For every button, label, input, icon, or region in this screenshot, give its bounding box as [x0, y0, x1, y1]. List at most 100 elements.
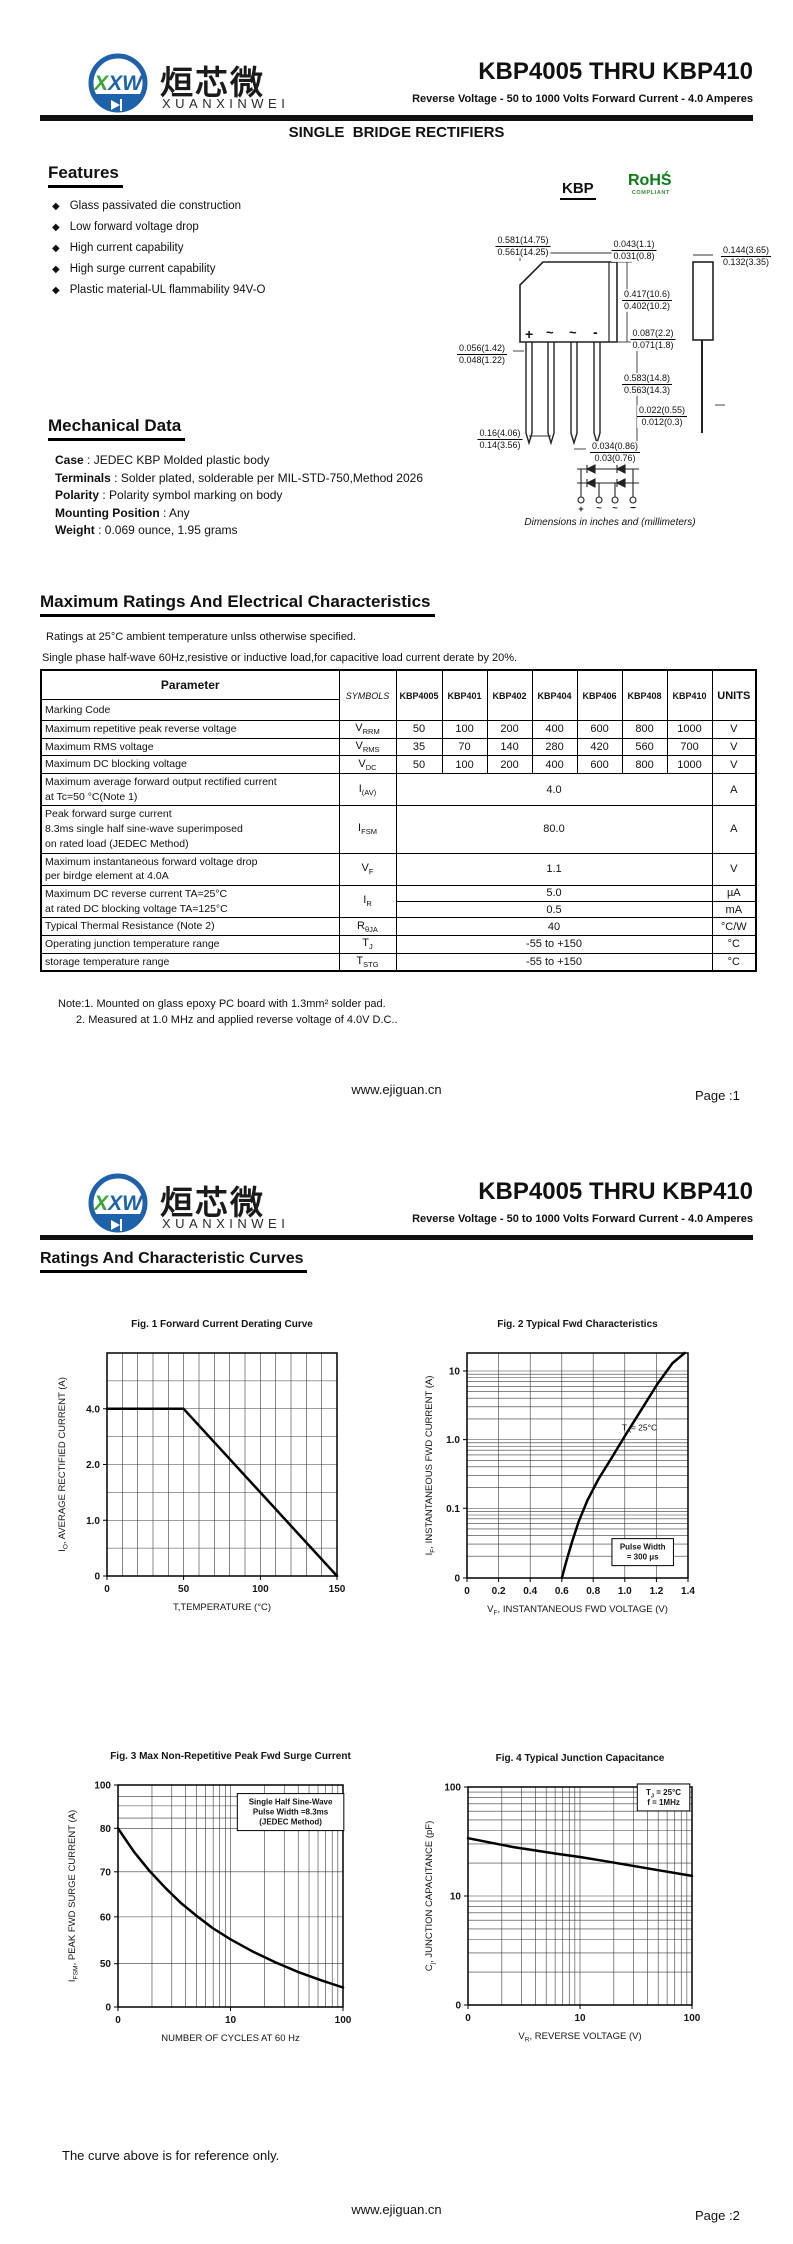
annotation-line: TA= 25°C [622, 1423, 658, 1436]
fig2-svg: Fig. 2 Typical Fwd Characteristics 0 0.2 0.… [424, 1319, 695, 1617]
y-tick-label: 10 [450, 1892, 462, 1903]
symbol-subscript: RRM [362, 727, 380, 737]
symbol-subscript: R [366, 899, 372, 909]
x-tick-label: 0 [115, 2015, 121, 2026]
svg-text:−: − [630, 503, 636, 514]
y-tick-label: 1.0 [446, 1435, 460, 1446]
param-label-line: at Tc=50 °C(Note 1) [45, 790, 138, 803]
symbol-subscript: (AV) [361, 787, 377, 797]
dimension-labels: 0.581(14.75) 0.561(14.25) 0.043(1.1) 0.031(… [425, 165, 791, 580]
dimension-mm: 0.561(14.25) [497, 247, 549, 257]
param-label-cell: Typical Thermal Resistance (Note 2) [40, 917, 340, 936]
company-logo-2: XXW [85, 1172, 155, 1243]
y-tick-label: 4.0 [86, 1404, 100, 1415]
mech-value: : 0.069 ounce, 1.95 grams [94, 523, 238, 537]
value-cell: 400 [531, 720, 578, 739]
param-label-line: Maximum repetitive peak reverse voltage [45, 723, 237, 735]
symbol-cell: RθJA [338, 917, 397, 936]
fig3-title: Fig. 3 Max Non-Repetitive Peak Fwd Surge… [110, 1751, 351, 1762]
value-cell: 50 [395, 720, 443, 739]
value-cell: 70 [441, 737, 488, 757]
col-header-parameter: Parameter [40, 669, 340, 700]
value-cell: 600 [576, 755, 623, 775]
value-cell: 40 [395, 917, 713, 936]
col-header-units: UNITS [711, 669, 757, 721]
dimension-mm: 0.031(0.8) [613, 251, 655, 261]
diamond-bullet-icon: ◆ [52, 222, 60, 233]
unit-cell: µA [711, 884, 757, 903]
param-label-cell: Maximum DC blocking voltage [40, 755, 340, 775]
ratings-table: Parameter SYMBOLS KBP4005 KBP401 KBP402 KBP40… [40, 669, 758, 973]
fig4-ylabel: Cj, JUNCTION CAPACITANCE (pF) [424, 1821, 437, 1972]
fig2-curve [560, 1351, 686, 1580]
x-tick-label: 1.4 [681, 1586, 695, 1597]
param-label-cell: Maximum RMS voltage [40, 737, 340, 757]
symbol-main: V [358, 757, 366, 770]
mech-row: Weight : 0.069 ounce, 1.95 grams [55, 522, 455, 540]
y-tick-label: 100 [444, 1783, 461, 1794]
symbol-subscript: STG [363, 960, 379, 970]
param-label-line: Maximum RMS voltage [45, 740, 154, 753]
symbol-cell: VRMS [338, 737, 397, 757]
logo-mark-icon: XXW [88, 1173, 148, 1233]
fig3-ylabel: IFSM, PEAK FWD SURGE CURRENT (A) [67, 1810, 80, 1982]
dimension-inches: 0.417(10.6) [621, 289, 673, 301]
unit-cell: V [711, 737, 757, 757]
table-row: Maximum RMS voltage VRMS 35 70 140 280 420 560 7… [40, 737, 757, 757]
x-tick-label: 0 [465, 2013, 471, 2024]
feature-item: ◆ Low forward voltage drop [52, 221, 392, 233]
footer-site-1: www.ejiguan.cn [351, 1082, 442, 1097]
y-tick-label: 50 [100, 1959, 112, 1970]
svg-text:+: + [525, 326, 533, 342]
symbol-cell: VRRM [338, 720, 397, 739]
fig2-title: Fig. 2 Typical Fwd Characteristics [497, 1319, 658, 1330]
dimension-label: 0.144(3.65) 0.132(3.35) [720, 245, 772, 268]
feature-text: Low forward voltage drop [69, 221, 199, 233]
value-cell: 0.5 [395, 901, 713, 919]
value-cell: 50 [395, 755, 443, 775]
reference-note: The curve above is for reference only. [62, 2148, 280, 2163]
param-label-line: Typical Thermal Resistance (Note 2) [45, 920, 215, 933]
param-label-cell: Maximum instantaneous forward voltage dr… [40, 852, 340, 886]
symbol-subscript: FSM [361, 827, 377, 837]
annotation-line: (JEDEC Method) [259, 1818, 322, 1827]
dimension-label: 0.581(14.75) 0.561(14.25) [495, 235, 551, 258]
param-label-line: Maximum instantaneous forward voltage dr… [45, 855, 258, 868]
fig3-xlabel: NUMBER OF CYCLES AT 60 Hz [161, 2033, 300, 2044]
feature-item: ◆ High current capability [52, 242, 392, 254]
mech-row: Terminals : Solder plated, solderable pe… [55, 470, 455, 488]
dimension-inches: 0.034(0.86) [589, 441, 641, 453]
dimension-label: 0.034(0.86) 0.03(0.76) [589, 441, 641, 464]
feature-text: High surge current capability [69, 263, 216, 275]
param-label-cell: Maximum average forward output rectified… [40, 773, 340, 807]
col-header-part: KBP410 [666, 669, 713, 721]
fig2-chart: Fig. 2 Typical Fwd Characteristics 0 0.2 0.… [420, 1296, 780, 1681]
value-cell: 200 [486, 755, 533, 775]
col-header-symbols: SYMBOLS [338, 669, 397, 721]
footnote-line: 2. Measured at 1.0 MHz and applied rever… [76, 1014, 398, 1026]
svg-text:XXW: XXW [93, 1192, 144, 1215]
symbol-main: T [362, 937, 369, 950]
ratings-heading: Maximum Ratings And Electrical Character… [40, 592, 435, 617]
value-cell: 420 [576, 737, 623, 757]
mech-label: Case [55, 453, 84, 467]
feature-item: ◆ Plastic material-UL flammability 94V-O [52, 284, 392, 296]
mech-value: : Polarity symbol marking on body [99, 488, 283, 502]
annotation-box [611, 1538, 674, 1567]
mech-label: Polarity [55, 488, 100, 502]
dimension-inches: 0.583(14.8) [621, 373, 673, 385]
doc-heading: SINGLE BRIDGE RECTIFIERS [288, 124, 505, 141]
y-tick-label: 70 [100, 1867, 112, 1878]
dimension-mm: 0.03(0.76) [594, 453, 636, 463]
fig1-ylabel: IO, AVERAGE RECTIFIED CURRENT (A) [57, 1377, 70, 1552]
value-cell: 800 [621, 720, 668, 739]
mech-list: Case : JEDEC KBP Molded plastic body Term… [55, 452, 455, 540]
svg-text:~: ~ [612, 503, 617, 513]
symbol-main: I [358, 782, 362, 795]
dimension-label: 0.043(1.1) 0.031(0.8) [611, 239, 657, 262]
value-cell: 100 [441, 755, 488, 775]
table-row: Maximum average forward output rectified… [40, 773, 757, 807]
value-cell: 35 [395, 737, 443, 757]
unit-cell: V [711, 852, 757, 886]
unit-cell: V [711, 720, 757, 739]
